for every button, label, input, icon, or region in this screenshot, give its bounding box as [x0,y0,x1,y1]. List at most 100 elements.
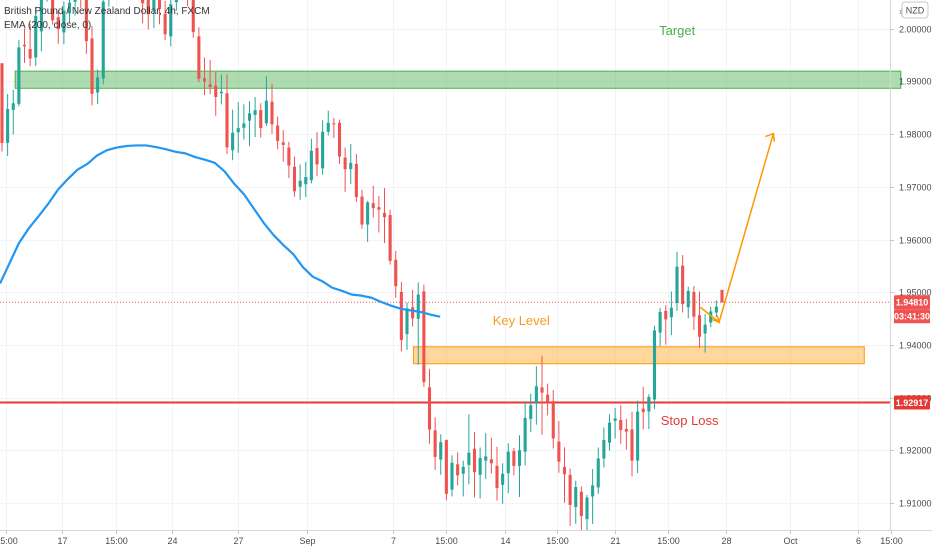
candle-body [247,113,252,121]
candle-body [540,387,544,393]
candle-body [11,103,15,110]
candle-body [264,100,268,124]
candle-body [73,0,77,2]
candle-body [495,465,499,489]
candle-body [439,442,443,460]
arrowhead-down [711,315,721,324]
candle-body [287,147,291,166]
candle-body [90,38,94,94]
candle-body [152,0,156,10]
y-tick-label: 1.94000 [899,341,932,351]
x-tick-label: Sep [299,536,315,546]
candle-body [141,0,145,4]
ema-legend: EMA (200, close, 0) [4,20,91,31]
candle-body [253,110,257,115]
candle-body [6,109,10,143]
x-tick-label: 15:00 [105,536,128,546]
candle-body [96,77,100,93]
candle-body [377,207,381,210]
candle-body [501,473,505,485]
y-tick-label: 1.92000 [899,446,932,456]
stop-loss-label: Stop Loss [661,413,719,428]
candle-body [720,289,724,303]
candle-body [557,441,561,462]
candle-body [523,417,527,452]
candle-body [422,291,426,383]
candle-body [472,448,477,473]
candle-body [433,430,437,457]
candle-body [394,259,398,287]
candle-body [28,49,32,59]
candle-body [281,142,285,145]
candle-body [574,486,578,507]
arrowhead-up [765,132,776,142]
candle-body [517,450,522,466]
candle-body [214,85,218,97]
candle-body [169,4,173,37]
y-tick-label: 2.00000 [899,25,932,35]
candle-body [309,150,313,181]
candle-body [276,125,280,141]
candle-body [343,157,347,170]
candle-body [647,396,651,412]
candle-body [456,464,460,476]
x-tick-label: 17 [57,536,67,546]
candle-body [596,458,600,488]
candle-body [321,131,325,169]
time-axis[interactable]: 15:00 17 15:00 24 27 Sep 7 15:00 14 15:00 21 15:00 2… [0,530,903,546]
y-tick-label: 1.99000 [899,77,932,87]
currency-badge[interactable]: NZD [901,1,929,19]
candle-body [146,0,150,15]
candle-body [613,418,617,421]
time-axis-background [0,531,932,550]
candle-body [326,122,330,132]
x-tick-label: 15:00 [546,536,569,546]
candle-body [67,2,72,14]
candle-body [157,0,162,9]
candle-body [636,411,640,461]
target-label: Target [659,23,696,38]
candle-body [692,291,696,317]
candle-body [349,162,353,170]
x-tick-label: 27 [233,536,243,546]
x-tick-label: 15:00 [880,536,903,546]
x-tick-label: 14 [500,536,510,546]
y-tick-label: 1.96000 [899,236,932,246]
candle-body [62,10,66,33]
candle-body [585,497,589,520]
candle-body [34,15,38,58]
ema-line [0,144,441,318]
countdown-tag-bg [894,309,930,324]
chart-title: British Pound / New Zealand Dollar, 4h, … [4,6,210,17]
candle-body [202,78,207,82]
candle-body [489,459,493,464]
candle-body [591,485,595,497]
candle-body [681,265,685,305]
stop-price-tag-bg [894,395,930,410]
ema-layer [0,144,441,318]
candle-body [703,324,707,334]
candle-body [630,429,634,461]
candle-body [669,307,673,318]
candle-body [484,456,488,461]
candle-body [450,462,454,490]
candle-body [467,452,471,465]
candle-body [388,215,392,261]
x-tick-label: 6 [856,536,861,546]
price-axis[interactable]: 1.910001.920001.930001.940001.950001.960… [890,25,932,509]
x-tick-label: 15:00 [0,536,18,546]
candle-body [551,401,555,439]
candle-body [231,132,235,151]
key-level-label: Key Level [493,313,550,328]
candle-body [664,310,668,320]
candle-body [534,386,538,404]
candle-body [259,110,263,129]
candle-body [652,330,657,400]
candle-body [602,440,606,459]
candle-body [332,123,336,125]
candle-body [208,84,212,87]
candle-body [236,128,240,133]
candle-body [607,422,612,443]
candle-body [174,0,178,3]
